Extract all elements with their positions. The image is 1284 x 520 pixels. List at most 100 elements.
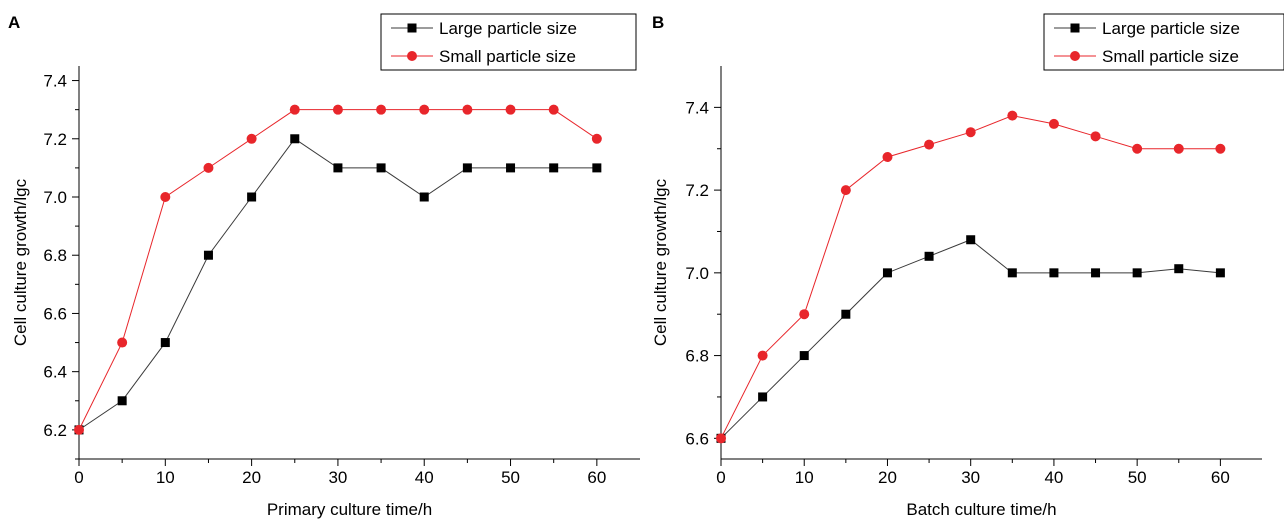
legend: Large particle size Small particle size: [1043, 13, 1284, 71]
series-line-1: [720, 239, 1221, 439]
legend-label: Large particle size: [439, 19, 577, 38]
x-tick-label: 20: [878, 468, 897, 487]
x-tick-label: 50: [501, 468, 520, 487]
data-point-circle: [1090, 131, 1101, 142]
data-point-square: [1049, 268, 1059, 278]
x-tick-label: 30: [328, 468, 347, 487]
legend-box: [380, 13, 637, 71]
legend-label: Small particle size: [1102, 47, 1239, 66]
x-tick-label: 40: [415, 468, 434, 487]
data-point-square: [160, 338, 170, 348]
x-tick-label: 20: [242, 468, 261, 487]
data-point-circle: [591, 133, 602, 144]
legend-marker-square: [407, 23, 417, 33]
series-line-1: [78, 138, 597, 431]
data-point-circle: [117, 337, 128, 348]
y-tick-label: 7.2: [685, 181, 709, 200]
data-point-circle: [799, 309, 810, 320]
y-tick-label: 7.4: [43, 72, 67, 91]
data-point-square: [592, 163, 602, 173]
data-point-circle: [74, 424, 84, 435]
x-axis-label: Batch culture time/h: [906, 500, 1056, 519]
y-tick-label: 7.0: [43, 188, 67, 207]
data-point-circle: [882, 152, 893, 163]
data-point-square: [1174, 264, 1184, 274]
x-tick-label: 0: [74, 468, 83, 487]
data-point-circle: [965, 127, 976, 138]
data-point-circle: [716, 433, 726, 444]
data-point-square: [419, 192, 429, 202]
data-point-circle: [332, 104, 343, 115]
y-tick-label: 7.4: [685, 98, 709, 117]
data-point-square: [247, 192, 257, 202]
y-tick-label: 6.4: [43, 363, 67, 382]
x-tick-label: 10: [795, 468, 814, 487]
y-tick-label: 7.2: [43, 130, 67, 149]
data-point-circle: [462, 104, 473, 115]
x-axis-label: Primary culture time/h: [267, 500, 432, 519]
legend-marker-circle: [1070, 51, 1080, 61]
data-point-circle: [840, 185, 851, 196]
y-tick-label: 6.8: [43, 246, 67, 265]
data-point-square: [376, 163, 386, 173]
series-line-2: [720, 115, 1221, 439]
data-point-square: [462, 163, 472, 173]
legend-box: [1043, 13, 1284, 71]
data-point-square: [799, 351, 809, 361]
y-tick-label: 7.0: [685, 264, 709, 283]
data-point-square: [966, 235, 976, 245]
data-point-square: [758, 392, 768, 402]
series-line-2: [78, 109, 598, 431]
y-tick-label: 6.2: [43, 421, 67, 440]
x-tick-label: 40: [1044, 468, 1063, 487]
data-point-square: [841, 309, 851, 319]
legend-label: Small particle size: [439, 47, 576, 66]
x-tick-label: 0: [716, 468, 725, 487]
data-point-square: [203, 250, 213, 260]
legend: Large particle size Small particle size: [380, 13, 637, 71]
data-point-circle: [160, 192, 171, 202]
chart-panel-a: A 0 10 20 30 40 50 60 6.2 6.4 6.6 6.8 7.0 7.2 7.4 Prima…: [8, 13, 640, 519]
data-point-circle: [246, 133, 257, 144]
y-tick-label: 6.6: [43, 304, 67, 323]
data-point-square: [1132, 268, 1142, 278]
x-tick-label: 10: [156, 468, 175, 487]
data-point-square: [117, 396, 127, 406]
data-point-square: [506, 163, 516, 173]
data-point-circle: [376, 104, 387, 115]
data-point-circle: [1132, 143, 1143, 154]
data-point-circle: [1173, 143, 1184, 154]
y-tick-label: 6.6: [685, 429, 709, 448]
data-point-circle: [1215, 143, 1226, 154]
panel-letter: B: [652, 13, 664, 32]
data-point-circle: [548, 104, 559, 115]
data-point-circle: [419, 104, 430, 115]
x-tick-label: 60: [587, 468, 606, 487]
data-point-circle: [924, 139, 935, 150]
y-axis-label: Cell culture growth/lgc: [651, 178, 670, 346]
data-point-square: [882, 268, 892, 278]
data-point-circle: [289, 104, 300, 115]
data-point-square: [1215, 268, 1225, 278]
y-tick-label: 6.8: [685, 347, 709, 366]
legend-label: Large particle size: [1102, 19, 1240, 38]
data-point-square: [1091, 268, 1101, 278]
data-point-square: [290, 134, 300, 144]
data-point-square: [333, 163, 343, 173]
panel-letter: A: [8, 13, 20, 32]
data-point-square: [1007, 268, 1017, 278]
legend-marker-square: [1070, 23, 1080, 33]
data-point-square: [549, 163, 559, 173]
data-point-circle: [1007, 110, 1018, 121]
data-point-circle: [505, 104, 516, 115]
x-tick-label: 60: [1211, 468, 1230, 487]
y-axis-label: Cell culture growth/lgc: [11, 178, 30, 346]
data-point-circle: [203, 162, 214, 173]
data-point-circle: [1048, 118, 1059, 129]
x-tick-label: 30: [961, 468, 980, 487]
x-tick-label: 50: [1128, 468, 1147, 487]
data-point-circle: [757, 350, 768, 361]
legend-marker-circle: [407, 51, 417, 61]
chart-panel-b: B 0 10 20 30 40 50 60 6.6 6.8 7.0 7.2 7.4 Batch cultu…: [651, 13, 1284, 519]
